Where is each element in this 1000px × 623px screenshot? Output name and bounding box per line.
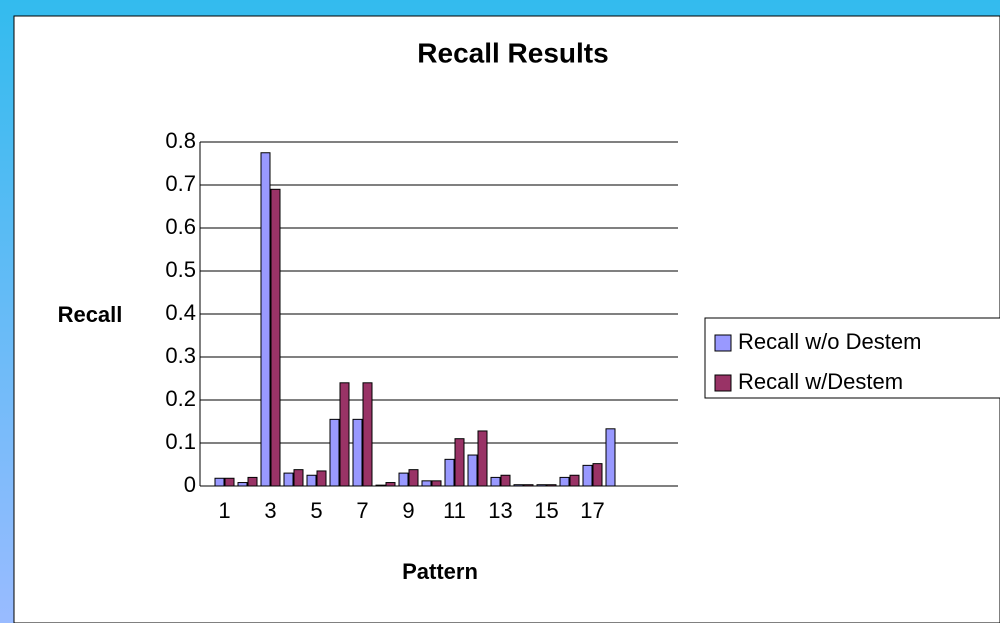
y-tick-label: 0 bbox=[184, 472, 196, 497]
bar bbox=[375, 484, 386, 487]
bar bbox=[569, 474, 580, 487]
bar bbox=[605, 428, 616, 487]
bar bbox=[283, 472, 294, 487]
y-tick-label: 0.3 bbox=[165, 343, 196, 368]
y-axis-label: Recall bbox=[58, 302, 123, 327]
bar bbox=[559, 476, 570, 487]
bar bbox=[592, 463, 603, 487]
x-tick-label: 1 bbox=[218, 498, 230, 523]
bar bbox=[444, 458, 455, 487]
legend-label: Recall w/Destem bbox=[738, 369, 903, 394]
bar bbox=[224, 477, 235, 487]
bar bbox=[536, 484, 547, 487]
bar bbox=[385, 482, 396, 487]
bar bbox=[467, 454, 478, 487]
y-tick-label: 0.5 bbox=[165, 257, 196, 282]
bar bbox=[306, 474, 317, 487]
x-axis-label: Pattern bbox=[402, 559, 478, 584]
bar bbox=[316, 470, 327, 487]
bar bbox=[582, 464, 593, 487]
x-tick-label: 3 bbox=[264, 498, 276, 523]
x-tick-label: 15 bbox=[534, 498, 558, 523]
bar bbox=[293, 469, 304, 487]
legend bbox=[704, 317, 1000, 399]
bar bbox=[270, 188, 281, 487]
y-tick-label: 0.6 bbox=[165, 214, 196, 239]
x-tick-label: 13 bbox=[488, 498, 512, 523]
bar bbox=[500, 474, 511, 487]
x-tick-label: 17 bbox=[580, 498, 604, 523]
bar bbox=[247, 476, 258, 487]
bar bbox=[398, 472, 409, 487]
bar bbox=[477, 430, 488, 487]
x-tick-label: 5 bbox=[310, 498, 322, 523]
bar bbox=[490, 476, 501, 487]
chart-title: Recall Results bbox=[417, 37, 608, 68]
bar bbox=[352, 418, 363, 487]
bar bbox=[362, 382, 373, 487]
bar bbox=[260, 152, 271, 487]
bar bbox=[546, 484, 557, 487]
bar bbox=[523, 484, 534, 487]
bar bbox=[329, 418, 340, 487]
bar bbox=[339, 382, 350, 487]
y-tick-label: 0.4 bbox=[165, 300, 196, 325]
bar bbox=[421, 480, 432, 487]
y-tick-label: 0.1 bbox=[165, 429, 196, 454]
x-tick-label: 11 bbox=[443, 498, 466, 523]
x-tick-label: 7 bbox=[356, 498, 368, 523]
legend-label: Recall w/o Destem bbox=[738, 329, 921, 354]
bar bbox=[454, 438, 465, 487]
y-tick-label: 0.7 bbox=[165, 171, 196, 196]
bar bbox=[513, 484, 524, 487]
y-tick-label: 0.8 bbox=[165, 128, 196, 153]
bar bbox=[237, 482, 248, 487]
legend-swatch bbox=[714, 334, 732, 352]
y-tick-label: 0.2 bbox=[165, 386, 196, 411]
legend-swatch bbox=[714, 374, 732, 392]
bar bbox=[214, 477, 225, 487]
x-tick-label: 9 bbox=[402, 498, 414, 523]
bar bbox=[408, 469, 419, 487]
bar bbox=[431, 480, 442, 487]
